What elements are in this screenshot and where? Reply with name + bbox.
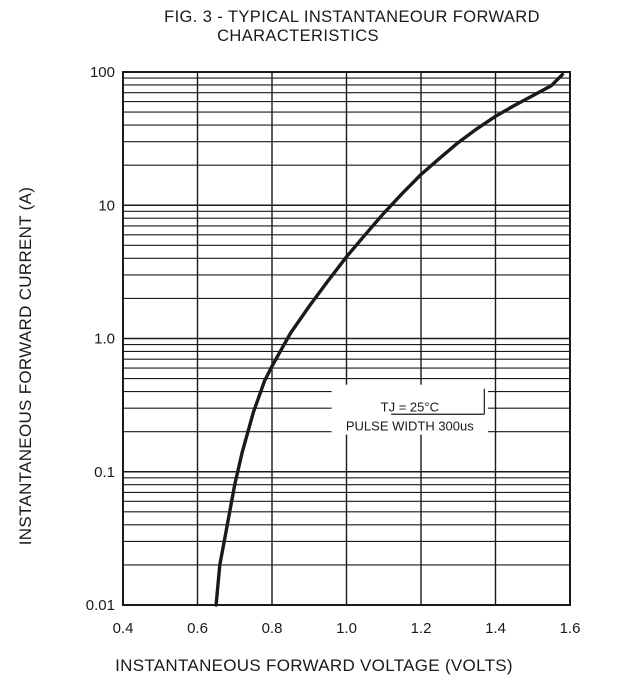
x-tick-label: 1.6: [560, 620, 581, 637]
x-tick-label: 0.6: [187, 620, 208, 637]
y-tick-label: 10: [98, 197, 115, 214]
chart-title: FIG. 3 - TYPICAL INSTANTANEOUR FORWARD: [164, 8, 540, 26]
series-line-0: [214, 72, 565, 607]
x-tick-label: 1.2: [411, 620, 432, 637]
x-tick-label: 0.4: [113, 620, 134, 637]
annotation-box: TJ = 25°C PULSE WIDTH 300us: [331, 384, 489, 435]
chart-subtitle: CHARACTERISTICS: [217, 27, 379, 45]
y-tick-label: 0.01: [86, 597, 115, 614]
plot-frame: [122, 71, 571, 606]
annotation-background: [331, 384, 489, 435]
x-axis-label: INSTANTANEOUS FORWARD VOLTAGE (VOLTS): [115, 656, 513, 675]
x-tick-label: 1.4: [485, 620, 506, 637]
y-tick-label: 0.1: [94, 464, 115, 481]
y-axis-label: INSTANTANEOUS FORWARD CURRENT (A): [16, 186, 35, 546]
annotation-pulse-width: PULSE WIDTH 300us: [346, 418, 474, 433]
x-tick-label: 0.8: [262, 620, 283, 637]
series-layer: [214, 72, 565, 607]
tick-labels: 0.4 0.6 0.8 1.0 1.2 1.4 1.6 0.01 0.1 1.0 10 100: [86, 64, 581, 637]
y-tick-label: 1.0: [94, 331, 115, 348]
x-tick-label: 1.0: [336, 620, 357, 637]
annotation-temperature: TJ = 25°C: [381, 399, 439, 414]
y-tick-label: 100: [90, 64, 115, 81]
